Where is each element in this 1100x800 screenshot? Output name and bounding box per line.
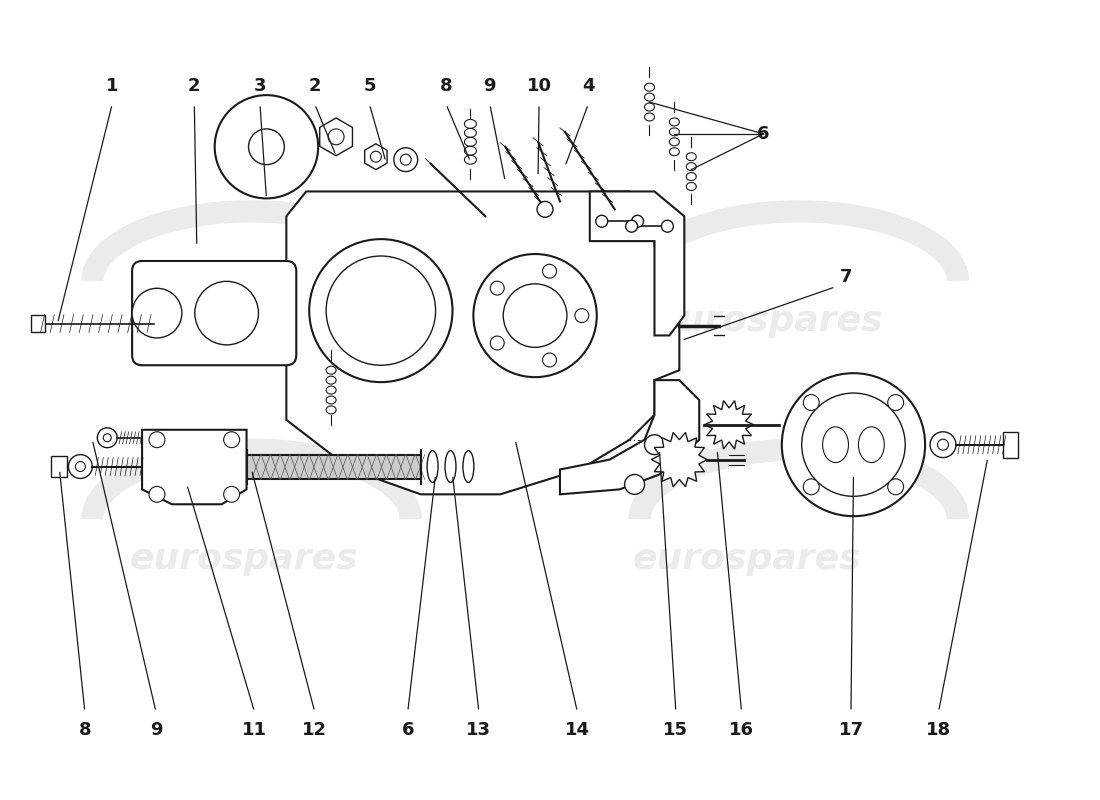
Text: 7: 7: [839, 268, 851, 286]
Text: 5: 5: [363, 77, 376, 95]
Circle shape: [575, 309, 589, 322]
Text: 8: 8: [78, 721, 91, 738]
Polygon shape: [590, 191, 684, 335]
Circle shape: [803, 479, 820, 494]
Text: 4: 4: [582, 77, 595, 95]
Circle shape: [937, 439, 948, 450]
Circle shape: [888, 394, 903, 410]
Circle shape: [195, 282, 258, 345]
Polygon shape: [560, 380, 700, 494]
Circle shape: [473, 254, 597, 377]
Polygon shape: [320, 118, 352, 156]
Text: 15: 15: [663, 721, 689, 738]
Circle shape: [97, 428, 118, 448]
Circle shape: [394, 148, 418, 171]
Text: 8: 8: [440, 77, 452, 95]
Circle shape: [596, 215, 607, 227]
Polygon shape: [365, 144, 387, 170]
Circle shape: [103, 434, 111, 442]
Circle shape: [132, 288, 182, 338]
Circle shape: [68, 454, 92, 478]
Ellipse shape: [463, 450, 474, 482]
FancyBboxPatch shape: [132, 261, 296, 366]
Text: 11: 11: [242, 721, 267, 738]
Text: 18: 18: [926, 721, 952, 738]
Circle shape: [148, 432, 165, 448]
Circle shape: [542, 353, 557, 367]
Circle shape: [537, 202, 553, 218]
Text: 2: 2: [308, 77, 321, 95]
Circle shape: [803, 394, 820, 410]
Circle shape: [326, 256, 436, 366]
Ellipse shape: [858, 427, 884, 462]
Text: 6: 6: [757, 125, 770, 143]
Polygon shape: [142, 430, 246, 504]
Text: 16: 16: [729, 721, 754, 738]
Circle shape: [661, 220, 673, 232]
Circle shape: [371, 151, 382, 162]
Text: 17: 17: [838, 721, 864, 738]
Polygon shape: [31, 314, 45, 333]
Text: eurospares: eurospares: [654, 303, 883, 338]
Circle shape: [249, 129, 284, 165]
Circle shape: [888, 479, 903, 494]
Text: eurospares: eurospares: [129, 542, 358, 576]
Circle shape: [625, 474, 645, 494]
Polygon shape: [51, 456, 67, 478]
Circle shape: [931, 432, 956, 458]
Text: 3: 3: [254, 77, 266, 95]
Ellipse shape: [427, 450, 438, 482]
Circle shape: [223, 432, 240, 448]
Circle shape: [491, 336, 504, 350]
Circle shape: [400, 154, 411, 165]
Circle shape: [645, 434, 664, 454]
Circle shape: [631, 215, 644, 227]
Circle shape: [223, 486, 240, 502]
Circle shape: [782, 373, 925, 516]
Text: 9: 9: [150, 721, 163, 738]
Polygon shape: [1003, 432, 1018, 458]
Circle shape: [626, 220, 638, 232]
Text: eurospares: eurospares: [129, 303, 358, 338]
Text: 14: 14: [565, 721, 590, 738]
Circle shape: [542, 264, 557, 278]
Polygon shape: [651, 433, 707, 486]
Text: 10: 10: [527, 77, 551, 95]
Ellipse shape: [446, 450, 456, 482]
Text: 2: 2: [188, 77, 200, 95]
Text: 12: 12: [302, 721, 327, 738]
Circle shape: [148, 486, 165, 502]
Circle shape: [214, 95, 318, 198]
Ellipse shape: [823, 427, 848, 462]
Text: 9: 9: [484, 77, 496, 95]
Circle shape: [309, 239, 452, 382]
Polygon shape: [704, 401, 754, 449]
Text: 1: 1: [106, 77, 119, 95]
Circle shape: [503, 284, 566, 347]
Polygon shape: [286, 191, 680, 494]
Circle shape: [491, 282, 504, 295]
Polygon shape: [246, 454, 420, 479]
Text: eurospares: eurospares: [632, 542, 861, 576]
Text: 6: 6: [402, 721, 414, 738]
Circle shape: [328, 129, 344, 145]
Text: 13: 13: [466, 721, 492, 738]
Circle shape: [76, 462, 86, 471]
Circle shape: [802, 393, 905, 496]
